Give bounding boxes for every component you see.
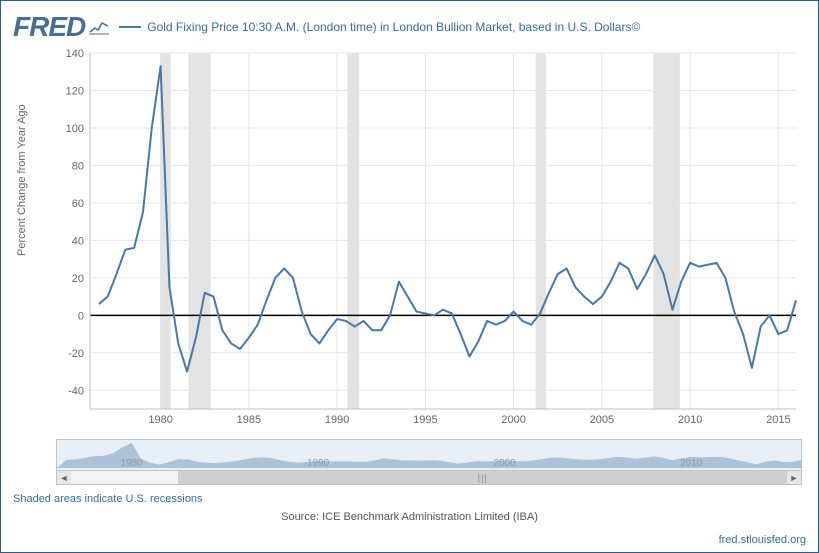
svg-text:2015: 2015 xyxy=(766,414,790,426)
svg-text:1980: 1980 xyxy=(120,458,143,469)
main-chart-svg: -40 -20 0 20 40 60 80 100 120 140 1980 1985 1990 1995… xyxy=(56,49,802,429)
scroll-left-button[interactable]: ◄ xyxy=(57,471,71,484)
svg-text:20: 20 xyxy=(72,273,84,285)
svg-text:2010: 2010 xyxy=(678,414,702,426)
legend-label: Gold Fixing Price 10:30 A.M. (London tim… xyxy=(147,20,640,34)
mini-chart-svg[interactable]: 1980 1990 2000 2010 xyxy=(56,439,802,471)
svg-text:120: 120 xyxy=(66,85,84,97)
svg-text:80: 80 xyxy=(72,160,84,172)
site-link[interactable]: fred.stlouisfed.org xyxy=(719,534,806,546)
fred-logo-text: FRED xyxy=(13,11,85,43)
yaxis-label: Percent Change from Year Ago xyxy=(16,104,28,256)
recession-footnote: Shaded areas indicate U.S. recessions xyxy=(13,493,806,505)
svg-text:-20: -20 xyxy=(68,348,84,360)
scroll-thumb[interactable]: ||| xyxy=(178,471,787,484)
legend-swatch xyxy=(119,26,141,28)
svg-text:2005: 2005 xyxy=(590,414,614,426)
line-chart-icon xyxy=(89,19,109,35)
range-scrollbar[interactable]: ◄ ||| ► xyxy=(56,471,802,485)
svg-text:1995: 1995 xyxy=(413,414,437,426)
svg-text:2000: 2000 xyxy=(493,458,516,469)
svg-text:60: 60 xyxy=(72,198,84,210)
chart-header: FRED Gold Fixing Price 10:30 A.M. (Londo… xyxy=(1,1,818,49)
svg-text:0: 0 xyxy=(78,310,84,322)
range-selector[interactable]: 1980 1990 2000 2010 ◄ ||| ► xyxy=(56,439,806,485)
fred-chart-frame: FRED Gold Fixing Price 10:30 A.M. (Londo… xyxy=(0,0,819,553)
svg-text:2000: 2000 xyxy=(501,414,525,426)
svg-text:-40: -40 xyxy=(68,385,84,397)
svg-text:100: 100 xyxy=(66,123,84,135)
main-chart-area[interactable]: -40 -20 0 20 40 60 80 100 120 140 1980 1985 1990 1995… xyxy=(56,49,806,429)
svg-text:1985: 1985 xyxy=(237,414,261,426)
svg-text:1990: 1990 xyxy=(325,414,349,426)
svg-text:1990: 1990 xyxy=(307,458,330,469)
scroll-track[interactable]: ||| xyxy=(71,471,787,484)
svg-text:40: 40 xyxy=(72,235,84,247)
source-line: Source: ICE Benchmark Administration Lim… xyxy=(1,511,818,523)
grip-icon: ||| xyxy=(478,473,488,483)
svg-text:1980: 1980 xyxy=(148,414,172,426)
chart-legend: Gold Fixing Price 10:30 A.M. (London tim… xyxy=(119,20,640,34)
fred-logo[interactable]: FRED xyxy=(13,11,109,43)
svg-text:140: 140 xyxy=(66,49,84,60)
svg-text:2010: 2010 xyxy=(680,458,703,469)
scroll-right-button[interactable]: ► xyxy=(787,471,801,484)
